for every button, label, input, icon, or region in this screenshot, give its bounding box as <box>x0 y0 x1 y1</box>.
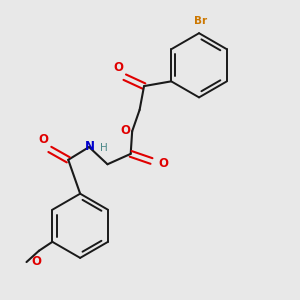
Text: O: O <box>113 61 123 74</box>
Text: N: N <box>85 140 95 153</box>
Text: Br: Br <box>194 16 207 26</box>
Text: O: O <box>38 133 48 146</box>
Text: O: O <box>158 157 168 170</box>
Text: O: O <box>120 124 130 137</box>
Text: H: H <box>100 143 108 153</box>
Text: O: O <box>31 255 41 268</box>
